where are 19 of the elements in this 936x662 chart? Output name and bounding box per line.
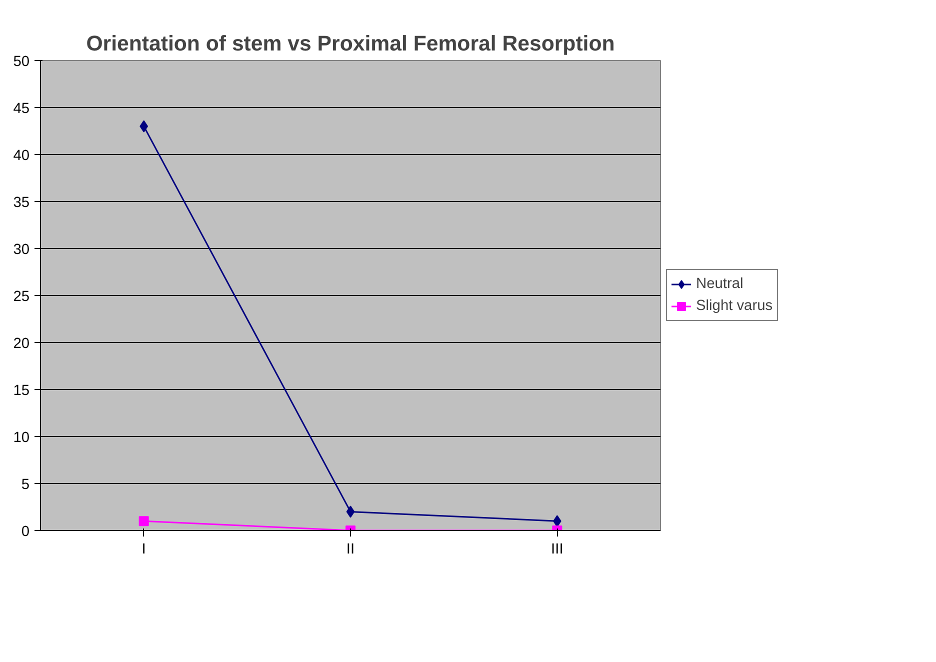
y-tick-label: 10 <box>13 430 30 446</box>
y-tick-label: 5 <box>21 477 30 493</box>
x-tick-label: I <box>142 542 146 558</box>
legend-label: Slight varus <box>696 298 773 314</box>
y-tick-label: 35 <box>13 195 30 211</box>
point <box>346 506 355 518</box>
y-tick-label: 45 <box>13 101 30 117</box>
y-tick-label: 30 <box>13 242 30 258</box>
y-tick-label: 0 <box>21 524 30 540</box>
chart-title: Orientation of stem vs Proximal Femoral Resorption <box>86 32 615 56</box>
x-tick-label: III <box>551 542 564 558</box>
y-tick-label: 40 <box>13 148 30 164</box>
y-tick-label: 20 <box>13 336 30 352</box>
legend-label: Neutral <box>696 276 744 292</box>
point <box>138 516 149 526</box>
y-tick-label: 15 <box>13 383 30 399</box>
y-tick-label: 50 <box>13 54 30 70</box>
y-tick-label: 25 <box>13 289 30 305</box>
x-tick-label: II <box>346 542 355 558</box>
